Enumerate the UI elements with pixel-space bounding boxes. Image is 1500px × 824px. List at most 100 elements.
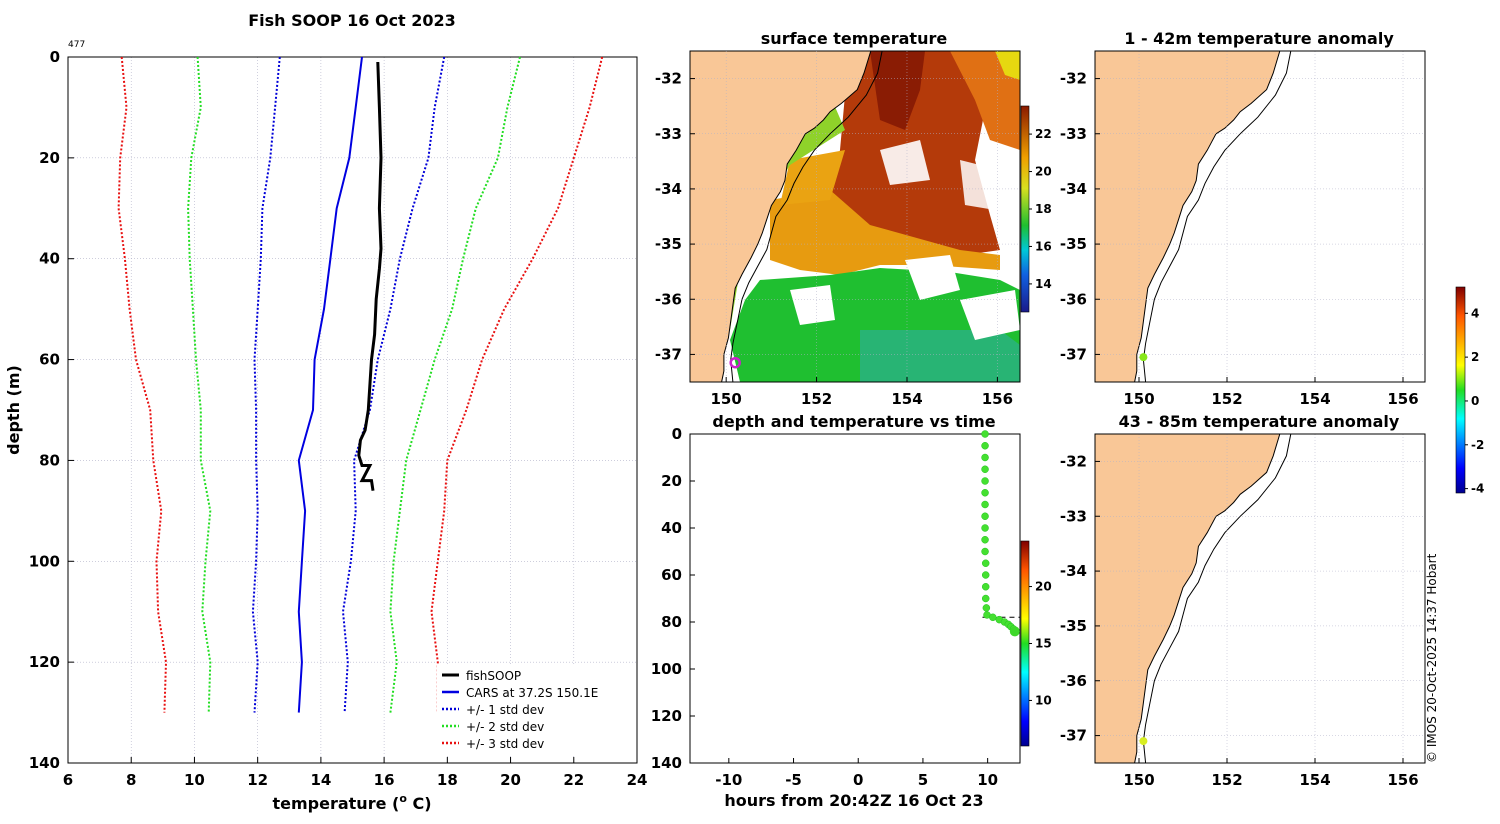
profile-y-tick-label: 140 <box>29 754 60 772</box>
temperature-profile-chart: 6 8 10 12 14 16 18 20 22 24 0 20 40 60 80 100 120 140 te… <box>4 48 647 813</box>
sst-colorbar-tick-label: 14 <box>1035 277 1052 291</box>
time-point <box>981 442 989 450</box>
sst-colorbar-tick-label: 18 <box>1035 202 1052 216</box>
profile-x-tick-label: 10 <box>184 771 205 789</box>
sst-hot-core <box>870 51 925 130</box>
anomaly-shallow-land <box>1095 51 1281 382</box>
anomaly-shallow-y-tick-label: -36 <box>1060 290 1087 308</box>
sst-teal-field <box>860 330 1020 382</box>
anomaly-colorbar <box>1455 286 1466 494</box>
anomaly-shallow-point <box>1139 353 1148 362</box>
anomaly-deep-ticks: 150 152 154 156 -32 -33 -34 -35 -36 -37 <box>1060 452 1419 789</box>
series-std1-upper <box>341 56 446 713</box>
series-fish <box>357 61 383 491</box>
time-title: depth and temperature vs time <box>712 412 995 431</box>
figure-title: Fish SOOP 16 Oct 2023 <box>248 11 456 30</box>
sst-y-tick-label: -35 <box>655 235 682 253</box>
time-y-tick-label: 80 <box>661 613 682 631</box>
time-point-last <box>1009 626 1020 637</box>
profile-y-tick-label: 60 <box>39 351 60 369</box>
sst-x-tick-label: 156 <box>982 390 1013 408</box>
anomaly-deep-x-tick-label: 156 <box>1387 771 1418 789</box>
sst-warm-east <box>950 51 1020 150</box>
time-colorbar-tick-label: 15 <box>1035 637 1052 651</box>
profile-x-tick-label: 6 <box>63 771 73 789</box>
profile-y-tick-label: 80 <box>39 451 60 469</box>
profile-x-tick-label: 8 <box>126 771 136 789</box>
anomaly-deep-y-tick-label: -33 <box>1060 507 1087 525</box>
sst-colorbar-tick-label: 22 <box>1035 127 1052 141</box>
profile-series <box>117 56 604 713</box>
anomaly-deep-y-tick-label: -36 <box>1060 672 1087 690</box>
anomaly-shallow-y-tick-label: -37 <box>1060 345 1087 363</box>
time-x-tick-label: 10 <box>977 771 998 789</box>
anomaly-map-shallow: 1 - 42m temperature anomaly 150 152 154 156… <box>1060 29 1426 408</box>
anomaly-shallow-x-tick-label: 154 <box>1299 390 1330 408</box>
profile-y-tick-label: 120 <box>29 653 60 671</box>
legend-label-std2: +/- 2 std dev <box>466 720 544 734</box>
sst-x-tick-label: 154 <box>891 390 922 408</box>
legend-label-fishsoop: fishSOOP <box>466 669 521 683</box>
profile-x-tick-label: 16 <box>374 771 395 789</box>
time-colorbar <box>1020 540 1030 747</box>
sst-ticks: 150 152 154 156 -32 -33 -34 -35 -36 -37 <box>655 70 1013 408</box>
time-point <box>981 465 989 473</box>
series-cars <box>297 56 363 713</box>
anomaly-shallow-x-tick-label: 152 <box>1211 390 1242 408</box>
anomaly-deep-grid <box>1095 434 1425 763</box>
profile-y-tick-label: 100 <box>29 552 60 570</box>
profile-y-tick-label: 40 <box>39 250 60 268</box>
anomaly-deep-x-tick-label: 154 <box>1299 771 1330 789</box>
anomaly-colorbar-tick-label: -4 <box>1471 482 1484 496</box>
time-y-tick-label: 120 <box>651 707 682 725</box>
time-axes-frame <box>689 433 1021 764</box>
anomaly-deep-y-tick-label: -32 <box>1060 452 1087 470</box>
time-y-tick-label: 60 <box>661 566 682 584</box>
time-y-tick-label: 140 <box>651 754 682 772</box>
anomaly-deep-land <box>1095 434 1281 763</box>
anomaly-shallow-title: 1 - 42m temperature anomaly <box>1124 29 1394 48</box>
time-point <box>981 500 989 509</box>
anomaly-shallow-ticks: 150 152 154 156 -32 -33 -34 -35 -36 -37 <box>1060 70 1419 408</box>
profile-x-tick-label: 24 <box>627 771 648 789</box>
sst-x-tick-label: 150 <box>711 390 742 408</box>
time-y-tick-label: 0 <box>672 425 682 443</box>
sst-shelf-contour <box>730 51 883 382</box>
profile-x-tick-label: 18 <box>437 771 458 789</box>
time-point <box>981 547 989 556</box>
time-point <box>981 512 989 520</box>
anomaly-deep-shelf-contour <box>1142 434 1292 763</box>
anomaly-shallow-x-tick-label: 150 <box>1123 390 1154 408</box>
sst-y-tick-label: -34 <box>655 180 682 198</box>
imos-watermark: © IMOS 20-Oct-2025 14:37 Hobart <box>1425 553 1439 763</box>
anomaly-map-deep: 43 - 85m temperature anomaly 150 152 154 15… <box>1060 412 1426 789</box>
anomaly-deep-title: 43 - 85m temperature anomaly <box>1119 412 1400 431</box>
time-point <box>981 524 989 532</box>
anomaly-deep-point <box>1139 737 1148 746</box>
series-std2-upper <box>389 56 521 713</box>
time-colorbar-ticks: 10 15 20 <box>1029 580 1052 707</box>
profile-x-tick-label: 22 <box>563 771 584 789</box>
anomaly-shallow-y-tick-label: -32 <box>1060 70 1087 88</box>
profile-legend: fishSOOP CARS at 37.2S 150.1E +/- 1 std … <box>437 664 618 756</box>
anomaly-colorbar-ticks: -4 -2 0 2 4 <box>1465 306 1484 496</box>
series-std1-lower <box>251 56 281 713</box>
sst-y-tick-label: -32 <box>655 70 682 88</box>
time-y-tick-label: 20 <box>661 472 682 490</box>
anomaly-colorbar-tick-label: 4 <box>1471 306 1479 320</box>
time-x-tick-label: -10 <box>715 771 742 789</box>
profile-x-axis-label: temperature (o C) <box>272 792 431 813</box>
sst-axes-frame <box>689 50 1021 383</box>
anomaly-shallow-grid <box>1095 51 1425 382</box>
legend-label-std1: +/- 1 std dev <box>466 703 544 717</box>
sst-y-tick-label: -36 <box>655 290 682 308</box>
time-point <box>981 583 990 591</box>
series-std3-upper <box>430 56 604 713</box>
profile-count: 477 <box>68 40 85 50</box>
anomaly-shallow-axes-frame <box>1094 50 1426 383</box>
anomaly-colorbar-tick-label: -2 <box>1471 438 1484 452</box>
anomaly-deep-y-tick-label: -37 <box>1060 727 1087 745</box>
time-series-points <box>981 430 1020 637</box>
